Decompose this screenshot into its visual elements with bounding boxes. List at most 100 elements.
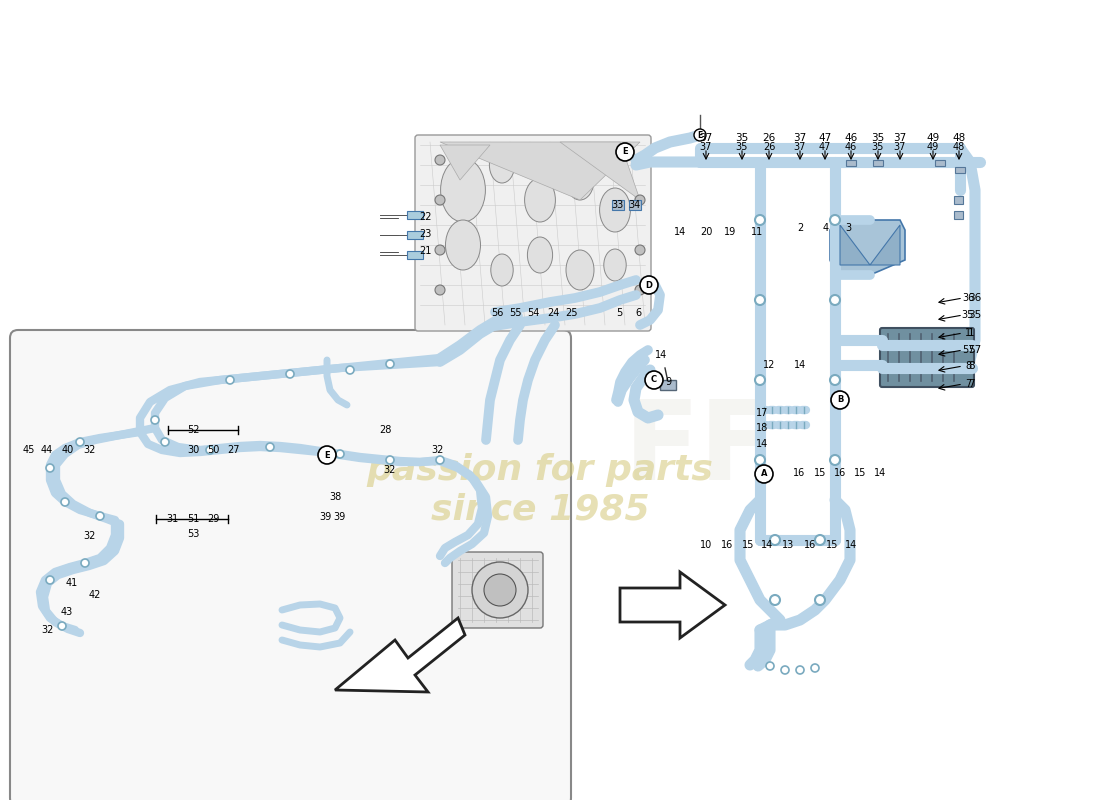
Circle shape bbox=[616, 143, 634, 161]
Text: 35: 35 bbox=[968, 310, 981, 320]
Text: 27: 27 bbox=[228, 445, 240, 455]
Text: 42: 42 bbox=[89, 590, 101, 600]
Text: 5: 5 bbox=[616, 308, 623, 318]
Circle shape bbox=[755, 465, 773, 483]
Text: 33: 33 bbox=[610, 200, 623, 210]
Bar bbox=[954, 211, 962, 219]
Text: 8: 8 bbox=[965, 361, 971, 371]
Bar bbox=[629, 200, 641, 210]
Text: 49: 49 bbox=[926, 133, 939, 143]
Text: 15: 15 bbox=[814, 468, 826, 478]
Text: 17: 17 bbox=[756, 408, 768, 418]
Text: 3: 3 bbox=[845, 223, 851, 233]
Circle shape bbox=[815, 595, 825, 605]
Circle shape bbox=[226, 376, 234, 384]
Text: 37: 37 bbox=[794, 142, 806, 152]
Ellipse shape bbox=[600, 188, 630, 232]
Text: D: D bbox=[646, 281, 652, 290]
FancyBboxPatch shape bbox=[880, 328, 974, 387]
Bar bbox=[955, 167, 965, 173]
Text: 35: 35 bbox=[871, 133, 884, 143]
Circle shape bbox=[640, 276, 658, 294]
Circle shape bbox=[151, 416, 160, 424]
Text: 35: 35 bbox=[872, 142, 884, 152]
Text: 14: 14 bbox=[756, 439, 768, 449]
Text: 34: 34 bbox=[628, 200, 640, 210]
Circle shape bbox=[46, 464, 54, 472]
Text: E: E bbox=[697, 130, 703, 139]
Bar bbox=[935, 160, 945, 166]
Text: 13: 13 bbox=[782, 540, 794, 550]
Ellipse shape bbox=[441, 158, 485, 222]
Text: 14: 14 bbox=[873, 468, 887, 478]
Circle shape bbox=[318, 446, 336, 464]
Text: 37: 37 bbox=[700, 133, 713, 143]
Bar bbox=[846, 160, 856, 166]
Polygon shape bbox=[830, 220, 905, 275]
Ellipse shape bbox=[525, 178, 556, 222]
Text: 36: 36 bbox=[961, 293, 975, 303]
Text: 14: 14 bbox=[845, 540, 857, 550]
Circle shape bbox=[76, 438, 84, 446]
Text: 16: 16 bbox=[720, 540, 733, 550]
Polygon shape bbox=[560, 142, 640, 200]
Circle shape bbox=[206, 446, 214, 454]
Text: 18: 18 bbox=[756, 423, 768, 433]
Text: 10: 10 bbox=[700, 540, 712, 550]
Circle shape bbox=[755, 455, 764, 465]
Text: 14: 14 bbox=[761, 540, 773, 550]
Ellipse shape bbox=[566, 160, 594, 200]
Circle shape bbox=[796, 666, 804, 674]
Circle shape bbox=[434, 245, 446, 255]
Text: 15: 15 bbox=[854, 468, 866, 478]
Text: 24: 24 bbox=[547, 308, 559, 318]
Text: 6: 6 bbox=[635, 308, 641, 318]
Circle shape bbox=[58, 622, 66, 630]
Circle shape bbox=[484, 574, 516, 606]
Text: 44: 44 bbox=[41, 445, 53, 455]
Text: 55: 55 bbox=[508, 308, 521, 318]
Text: 16: 16 bbox=[834, 468, 846, 478]
Text: 9: 9 bbox=[664, 377, 671, 387]
Text: 16: 16 bbox=[804, 540, 816, 550]
Circle shape bbox=[635, 285, 645, 295]
Text: 35: 35 bbox=[736, 133, 749, 143]
Text: 15: 15 bbox=[826, 540, 838, 550]
Text: 26: 26 bbox=[762, 142, 776, 152]
Circle shape bbox=[770, 535, 780, 545]
Ellipse shape bbox=[566, 250, 594, 290]
Bar bbox=[407, 211, 424, 219]
Text: 21: 21 bbox=[419, 246, 431, 256]
Text: 7: 7 bbox=[965, 379, 971, 389]
Text: FF: FF bbox=[624, 397, 776, 503]
Circle shape bbox=[755, 295, 764, 305]
Text: 35: 35 bbox=[736, 142, 748, 152]
Text: 40: 40 bbox=[62, 445, 74, 455]
Circle shape bbox=[336, 450, 344, 458]
Text: 47: 47 bbox=[818, 142, 832, 152]
Text: 37: 37 bbox=[893, 133, 906, 143]
Text: 32: 32 bbox=[84, 531, 96, 541]
Text: 16: 16 bbox=[793, 468, 805, 478]
Circle shape bbox=[815, 535, 825, 545]
Polygon shape bbox=[620, 572, 725, 638]
Circle shape bbox=[386, 360, 394, 368]
FancyBboxPatch shape bbox=[415, 135, 651, 331]
Text: 37: 37 bbox=[700, 142, 712, 152]
Text: 14: 14 bbox=[674, 227, 686, 237]
Text: 14: 14 bbox=[794, 360, 806, 370]
Circle shape bbox=[46, 576, 54, 584]
Ellipse shape bbox=[604, 249, 626, 281]
Circle shape bbox=[286, 370, 294, 378]
Text: 54: 54 bbox=[527, 308, 539, 318]
Polygon shape bbox=[840, 225, 870, 265]
FancyBboxPatch shape bbox=[452, 552, 543, 628]
Text: 41: 41 bbox=[66, 578, 78, 588]
Text: 1: 1 bbox=[968, 328, 975, 338]
Polygon shape bbox=[440, 145, 490, 180]
Circle shape bbox=[386, 456, 394, 464]
Text: 37: 37 bbox=[793, 133, 806, 143]
Text: 29: 29 bbox=[207, 514, 219, 524]
Text: 45: 45 bbox=[23, 445, 35, 455]
Text: 35: 35 bbox=[961, 310, 975, 320]
